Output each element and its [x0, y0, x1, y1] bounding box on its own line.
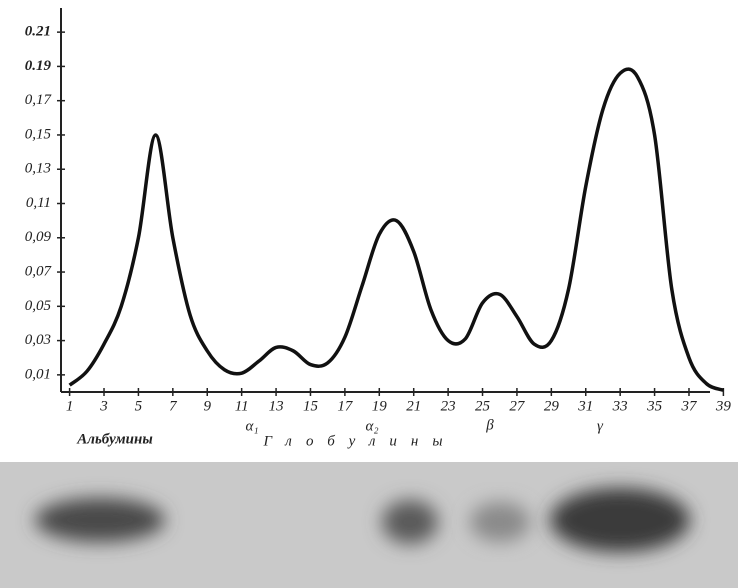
annotation: β — [485, 417, 494, 433]
x-tick-label: 15 — [303, 398, 319, 414]
x-tick-label: 7 — [169, 398, 178, 414]
gel-band — [382, 500, 438, 544]
y-tick-label: 0,11 — [26, 195, 51, 211]
x-tick-label: 21 — [406, 398, 421, 414]
gel-band — [470, 502, 530, 542]
y-tick-label: 0,13 — [25, 161, 51, 177]
x-tick-label: 13 — [269, 398, 284, 414]
annotation: α₁ — [245, 418, 258, 434]
annotation: Альбумины — [76, 431, 152, 447]
y-tick-label: 0.21 — [25, 24, 51, 40]
x-tick-label: 25 — [475, 398, 491, 414]
x-tick-label: 11 — [235, 398, 249, 414]
x-tick-label: 33 — [612, 398, 628, 414]
x-tick-label: 9 — [203, 398, 211, 414]
x-tick-label: 39 — [715, 398, 732, 414]
annotation: Глобулины — [262, 433, 456, 449]
gel-band — [550, 488, 690, 552]
x-tick-label: 5 — [135, 398, 143, 414]
y-tick-label: 0,01 — [25, 366, 51, 382]
x-tick-label: 29 — [544, 398, 560, 414]
y-tick-label: 0,15 — [25, 126, 52, 142]
annotation: α₂ — [365, 418, 378, 434]
y-tick-label: 0,05 — [25, 298, 52, 314]
y-tick-label: 0.19 — [25, 58, 52, 74]
x-tick-label: 1 — [66, 398, 74, 414]
y-tick-label: 0,03 — [25, 332, 51, 348]
y-tick-label: 0,17 — [25, 92, 53, 108]
x-tick-label: 31 — [577, 398, 593, 414]
x-tick-label: 27 — [509, 398, 526, 414]
x-tick-label: 19 — [372, 398, 388, 414]
x-tick-label: 37 — [680, 398, 698, 414]
gel-strip — [0, 462, 738, 588]
plot: 0,01 0,03 0,05 0,07 0,09 0,11 0,13 0,15 0,17 0.19… — [25, 8, 732, 449]
x-tick-label: 3 — [99, 398, 108, 414]
x-tick-label: 17 — [337, 398, 354, 414]
y-tick-label: 0,07 — [25, 263, 53, 279]
gel-band — [35, 498, 165, 542]
x-tick-label: 23 — [441, 398, 456, 414]
y-tick-label: 0,09 — [25, 229, 52, 245]
x-tick-label: 35 — [646, 398, 663, 414]
annotation: γ — [597, 418, 604, 434]
curve — [68, 67, 725, 392]
